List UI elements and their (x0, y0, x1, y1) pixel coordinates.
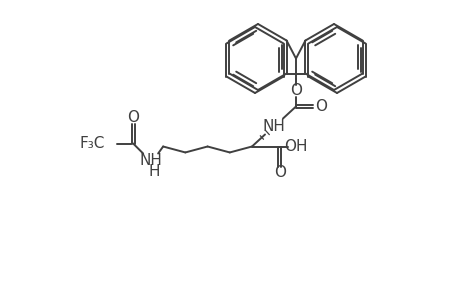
Text: OH: OH (284, 139, 307, 154)
Text: F₃C: F₃C (79, 136, 105, 151)
Text: NH: NH (262, 119, 285, 134)
Text: O: O (274, 165, 285, 180)
Text: H: H (148, 164, 160, 179)
Text: NH: NH (140, 153, 162, 168)
Text: O: O (314, 99, 326, 114)
Text: O: O (289, 83, 302, 98)
Text: O: O (127, 110, 139, 125)
